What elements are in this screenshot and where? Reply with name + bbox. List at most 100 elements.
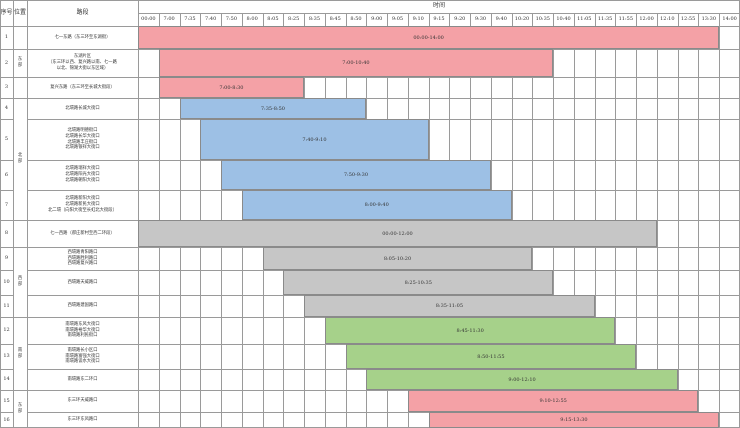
grid-line <box>656 13 658 428</box>
grid-line <box>27 390 740 391</box>
grid-line <box>0 77 13 78</box>
row-number: 10 <box>3 279 10 286</box>
road-segment: 北環路新阳大街口 北環路新民大街口 北二環（向阳大街至长虹北大街段） <box>48 196 117 213</box>
row-number: 2 <box>4 59 9 66</box>
row-number: 15 <box>3 397 10 404</box>
road-segment: 南環路长小区口 南環路富强大街口 南環路谈水大街口 <box>65 347 100 365</box>
row-number: 13 <box>3 353 10 360</box>
time-header-cell: 9:20 <box>454 16 466 23</box>
road-segment: 七一东路（东三环至东湖街） <box>54 34 111 40</box>
grid-line <box>13 317 27 318</box>
grid-line <box>0 270 13 271</box>
grid-line <box>13 98 27 99</box>
road-segment: 北環路瑞祥大街口 北環路阳光大街口 北環路朝阳大街口 <box>65 166 100 183</box>
grid-line <box>0 369 13 370</box>
grid-line <box>13 77 27 78</box>
grid-line <box>0 295 13 296</box>
grid-line <box>719 13 720 428</box>
grid-line <box>0 160 13 161</box>
road-segment: 南環路东风大街口 南環路裕华大街口 南環路利民街口 <box>65 321 100 339</box>
time-header-cell: 9:15 <box>433 16 445 23</box>
grid-line <box>0 49 13 50</box>
row-number: 5 <box>4 136 9 143</box>
road-segment: 西環路天威路口 <box>67 279 98 285</box>
position-group: 东 部 <box>17 57 23 68</box>
time-header-cell: 12:10 <box>660 16 675 23</box>
control-period-bar: 7:00-10:40 <box>158 49 554 77</box>
grid-line <box>13 0 14 428</box>
time-header-cell: 7:50 <box>225 16 238 23</box>
control-period-bar: 7:35-8:50 <box>179 98 367 119</box>
row-number: 14 <box>3 376 10 383</box>
grid-line <box>0 344 13 345</box>
grid-line <box>138 13 740 14</box>
grid-line <box>0 0 740 1</box>
time-header-cell: 9:10 <box>412 16 424 23</box>
road-segment: 北環路明德街口 北環路长华大街口 北環路丰庄街口 北環路银祥大街口 <box>65 127 100 151</box>
time-header-cell: 14:00 <box>722 16 737 23</box>
position-group <box>13 26 27 49</box>
grid-line <box>677 13 679 428</box>
time-header-cell: 7:40 <box>205 16 217 23</box>
grid-line <box>138 0 139 428</box>
grid-line <box>0 317 13 318</box>
position-group: 北 部 <box>17 153 23 164</box>
position-group <box>13 77 27 98</box>
road-segment: 南環路东二环口 <box>67 376 98 382</box>
time-header-cell: 8:00 <box>246 16 258 23</box>
time-header-cell: 9:00 <box>371 16 383 23</box>
time-header-cell: 10:20 <box>514 16 530 23</box>
grid-line <box>13 220 27 221</box>
position-group: 东 部 <box>17 403 23 414</box>
control-period-bar: 8:25-10:35 <box>283 270 554 295</box>
grid-line <box>0 390 13 391</box>
position-group: 南 部 <box>17 347 23 359</box>
grid-line <box>27 412 740 413</box>
time-header-cell: 8:50 <box>350 16 362 23</box>
grid-line <box>27 98 740 99</box>
row-number: 1 <box>4 34 9 41</box>
road-segment: 复兴东路（东三环至长城大街段） <box>50 84 115 90</box>
control-period-bar: 9:00-12:10 <box>366 369 678 390</box>
time-header-cell: 13:30 <box>701 16 717 23</box>
row-number: 9 <box>4 255 9 262</box>
grid-line <box>0 190 13 191</box>
control-period-bar: 8:50-11:55 <box>345 344 637 369</box>
time-header-cell: 7:35 <box>184 16 196 23</box>
time-header-cell: 11:35 <box>597 16 613 23</box>
road-segment: 西環路建国路口 <box>67 303 98 309</box>
grid-line <box>0 0 1 428</box>
road-segment: 七一西路（郝庄新村至西二环段） <box>50 230 115 236</box>
road-segment: 东湖片区 （东三环以西、复兴路以南、七一路 以北、锦湖大街以东区域） <box>48 54 117 71</box>
control-period-bar: 8:45-11:30 <box>324 317 616 344</box>
time-header-cell: 9:40 <box>495 16 507 23</box>
row-number: 3 <box>4 84 9 91</box>
header-position: 位置 <box>13 8 26 16</box>
time-header-cell: 8:45 <box>329 16 341 23</box>
control-period-bar: 8:00-9:40 <box>241 190 512 220</box>
control-period-bar: 9:15-13:30 <box>428 412 720 428</box>
time-header-cell: 9:30 <box>474 16 487 23</box>
row-number: 6 <box>4 171 9 178</box>
row-number: 16 <box>3 416 10 423</box>
grid-line <box>27 77 740 78</box>
grid-line <box>0 119 13 120</box>
time-header-cell: 00:00 <box>141 16 156 23</box>
time-header-cell: 12:55 <box>680 16 696 23</box>
road-segment: 东三环天威路口 <box>67 398 98 404</box>
time-header-cell: 10:35 <box>535 16 550 23</box>
time-header-cell: 12:00 <box>639 16 654 23</box>
control-period-bar: 00:00-12:00 <box>138 220 657 247</box>
grid-line <box>0 98 13 99</box>
header-seq: 序号 <box>0 8 13 16</box>
control-period-bar: 7:50-9:30 <box>221 160 491 190</box>
row-number: 8 <box>4 230 9 237</box>
time-header-cell: 10:40 <box>556 16 571 23</box>
grid-line <box>13 390 27 391</box>
control-period-bar: 7:00-8:30 <box>158 77 305 98</box>
grid-line <box>0 220 13 221</box>
time-header-cell: 11:05 <box>577 16 592 23</box>
time-header-cell: 7:00 <box>163 16 175 23</box>
position-group <box>13 220 27 247</box>
